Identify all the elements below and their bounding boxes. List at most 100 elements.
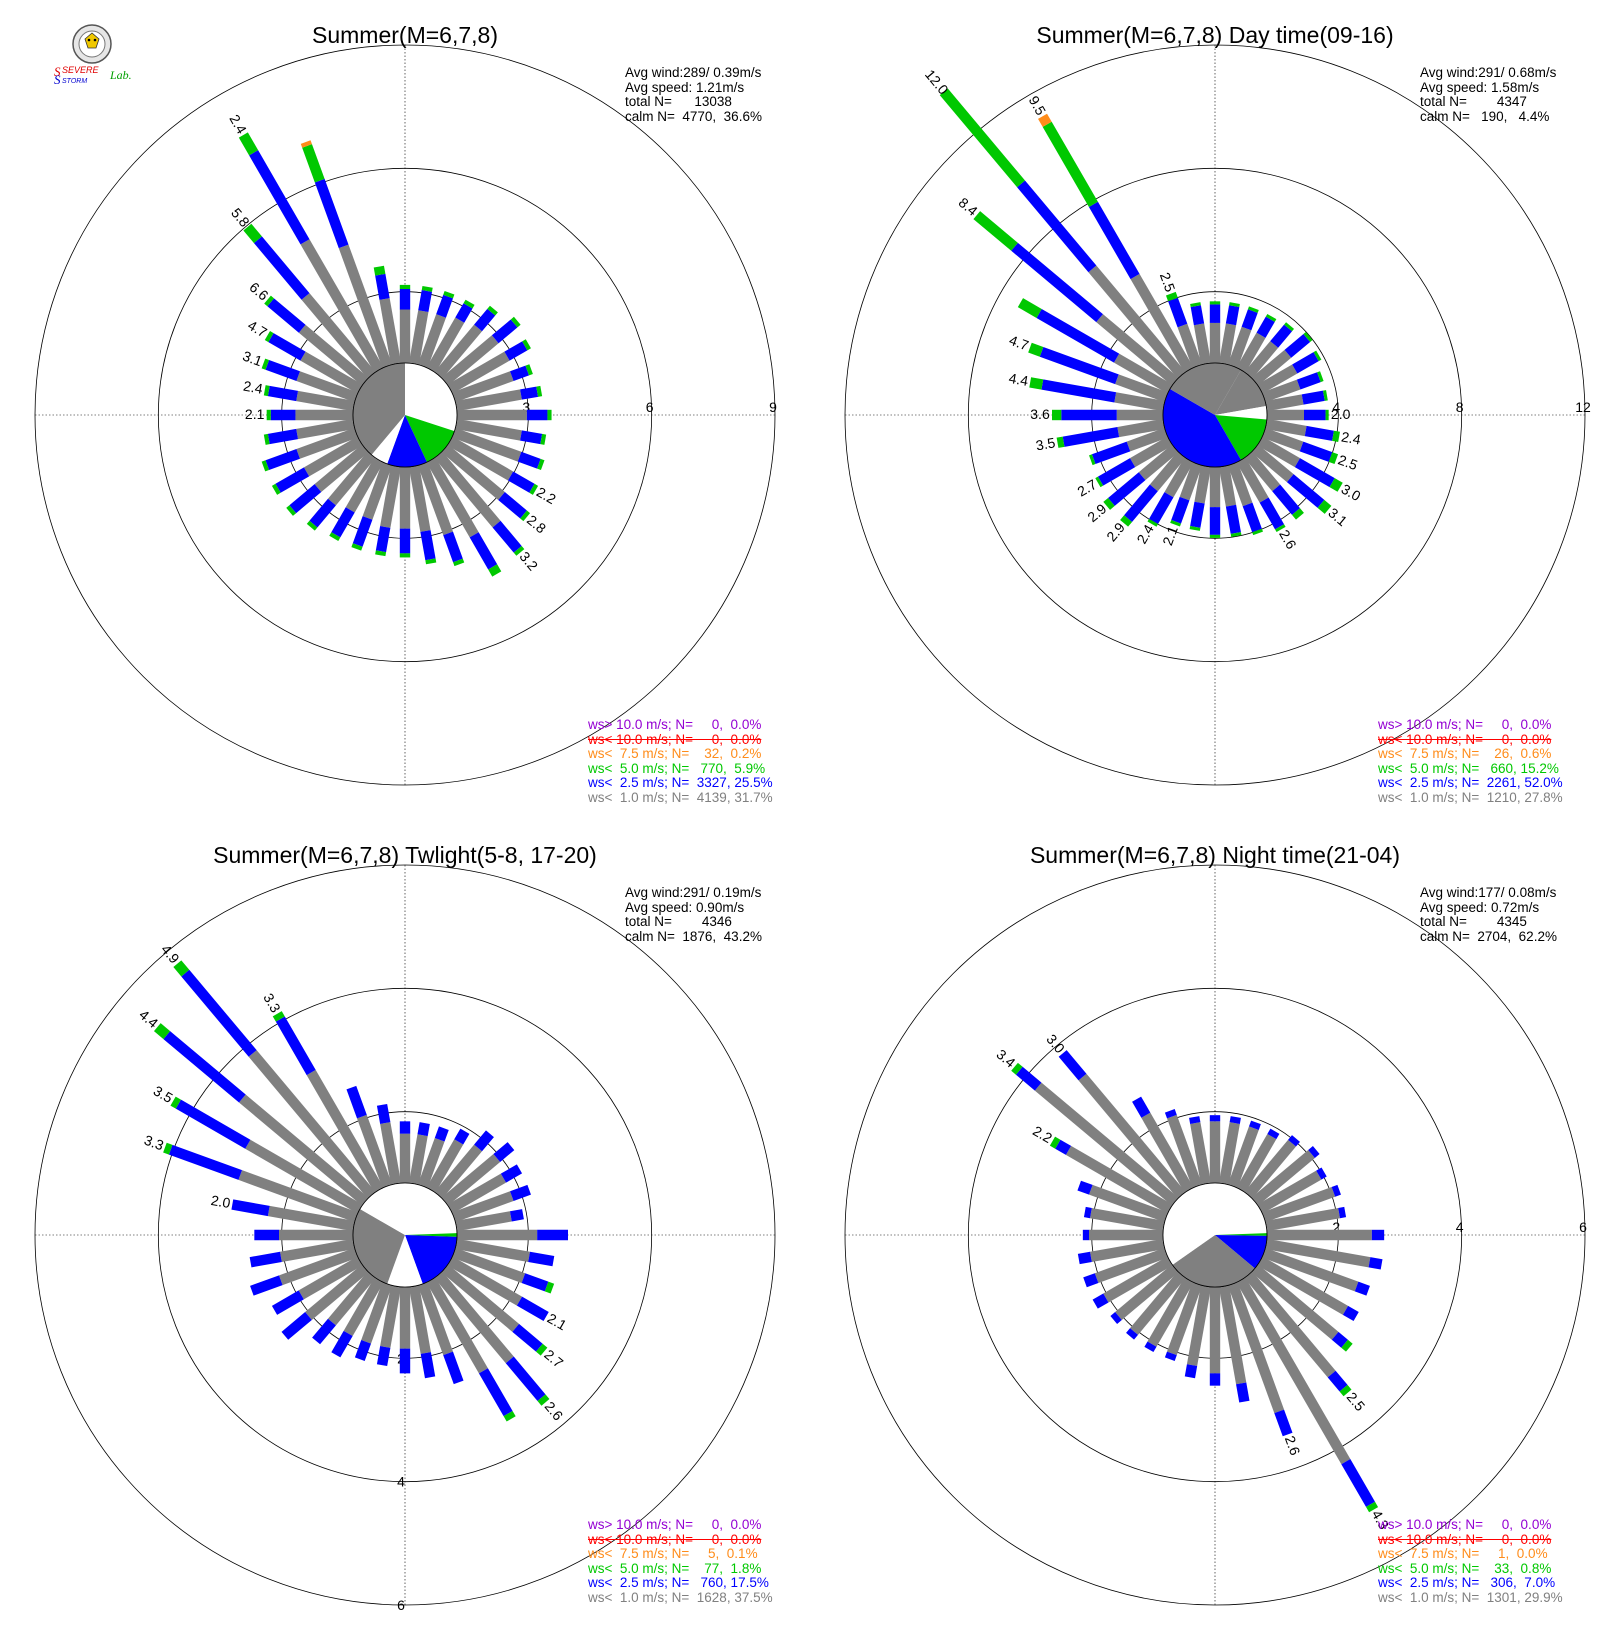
legend-entry-lt10: ws< 10.0 m/s; N= 0, 0.0% [588,731,762,747]
bar-segment-lt1 [1257,436,1301,468]
bar-segment-lt1 [362,462,393,520]
calm-slice [405,415,455,463]
bar-segment-lt25 [1041,379,1117,403]
calm-n-text: calm N= 190, 4.4% [1420,108,1550,124]
calm-slice [1169,363,1215,415]
bar-segment-lt1 [441,444,505,500]
bar-segment-lt5 [264,295,275,307]
bar-segment-lt5 [1042,121,1098,208]
bar-segment-lt1 [426,1277,488,1374]
bar-segment-lt1 [1265,1238,1371,1268]
bar-segment-lt25 [312,1318,336,1345]
bar-segment-lt1 [279,1229,353,1241]
bar-segment-lt25 [1171,496,1190,524]
bar-segment-lt1 [338,244,393,368]
bar-segment-lt1 [1113,353,1173,394]
bar-segment-lt25 [1189,1116,1201,1124]
legend-entry-lt75: ws< 7.5 m/s; N= 32, 0.2% [588,746,762,761]
bar-segment-lt1 [239,1094,369,1206]
bar-segment-lt5 [271,483,281,495]
bar-segment-lt25 [420,530,436,561]
bar-segment-lt5 [529,483,539,495]
bar-segment-lt25 [1091,441,1131,465]
chart-title: Summer(M=6,7,8) [312,22,498,48]
bar-segment-lt1 [1262,427,1304,452]
bar-segment-lt5 [537,1394,550,1406]
bar-total-label: 3.3 [260,990,284,1015]
bar-segment-lt25 [1124,484,1158,522]
bar-segment-lt25 [1331,1184,1341,1197]
bar-segment-lt25 [1077,1251,1092,1265]
bar-segment-lt1 [1218,1285,1247,1385]
bar-total-label: 3.6 [1030,406,1050,422]
avg-speed-text: Avg speed: 0.72m/s [1420,899,1540,915]
bar-segment-lt1 [417,462,453,536]
calm-slice [405,363,458,432]
bar-segment-lt1 [1089,1184,1168,1223]
bar-total-label: 4.7 [1007,332,1031,354]
calm-outline [1162,1182,1268,1288]
bar-segment-lt1 [1115,374,1168,403]
bar-segment-lt25 [1144,1341,1157,1353]
bar-segment-lt5 [1230,532,1242,537]
bar-segment-lt25 [1331,1331,1348,1348]
stats-block: Avg wind:291/ 0.68m/s Avg speed: 1.58m/s… [1420,65,1557,124]
bar-segment-lt25 [331,1330,353,1358]
bar-segment-lt5 [351,543,363,551]
bar-segment-lt1 [1244,451,1281,492]
bar-segment-lt1 [296,418,355,440]
bar-segment-lt25 [1088,201,1140,280]
bar-segment-lt25 [417,1122,430,1137]
bar-segment-lt5 [1317,499,1332,514]
bar-segment-lt5 [1089,454,1096,466]
bar-segment-lt5 [302,144,325,183]
bar-segment-lt5 [375,550,387,557]
bar-segment-lt1 [379,298,402,365]
bar-segment-lt1 [361,1282,393,1344]
bar-segment-lt1 [455,1238,530,1263]
bar-segment-lt5 [1052,409,1062,421]
bar-segment-lt1 [301,293,376,379]
legend-entry-lt25: ws< 2.5 m/s; N= 306, 7.0% [1378,1575,1556,1590]
bar-segment-lt1 [1147,1277,1194,1347]
avg-wind-text: Avg wind:291/ 0.68m/s [1420,65,1557,80]
bar-segment-lt25 [420,1352,436,1379]
bar-segment-lt25 [331,507,355,538]
bar-total-label: 2.4 [1133,521,1157,546]
avg-wind-text: Avg wind:291/ 0.19m/s [625,885,762,900]
bar-total-label: 2.5 [1336,451,1360,473]
bar-segment-lt1 [1090,1238,1165,1263]
bar-segment-lt25 [1256,316,1275,338]
bar-segment-lt25 [491,319,518,344]
bar-segment-lt1 [327,451,376,506]
bar-segment-lt5 [1011,1062,1023,1075]
bar-segment-lt25 [1039,346,1119,385]
bar-total-label: 9.5 [1026,93,1050,118]
bar-total-label: 2.0 [210,1192,232,1211]
bar-segment-lt1 [447,1256,523,1306]
bar-segment-lt5 [525,364,533,376]
bar-segment-lt25 [1299,441,1333,462]
bar-segment-lt1 [357,1114,393,1188]
bar-segment-lt5 [537,458,545,471]
bar-segment-lt5 [535,1343,548,1356]
bar-segment-lt5 [1252,528,1263,536]
ring-label: 4 [397,1474,405,1490]
severe-storm-lab-logo: S SEVERE S STORM Lab. [52,24,148,86]
bar-segment-lt25 [231,1199,270,1217]
bar-segment-lt1 [314,444,369,493]
bar-segment-lt25 [375,273,390,300]
bar-segment-lt1 [1103,1256,1173,1303]
bar-segment-lt1 [279,1247,358,1286]
bar-segment-lt1 [1167,1114,1203,1188]
bar-segment-lt1 [1186,1285,1212,1367]
bar-segment-lt25 [281,1312,312,1340]
bar-segment-lt5 [261,460,270,472]
bar-segment-lt1 [1265,394,1304,412]
bar-total-label: 2.6 [1282,1434,1304,1458]
bar-segment-lt5 [264,331,274,343]
bar-segment-lt1 [408,1285,431,1354]
avg-speed-text: Avg speed: 0.90m/s [625,899,745,915]
avg-speed-text: Avg speed: 1.21m/s [625,79,745,95]
bar-segment-lt5 [939,88,1026,188]
